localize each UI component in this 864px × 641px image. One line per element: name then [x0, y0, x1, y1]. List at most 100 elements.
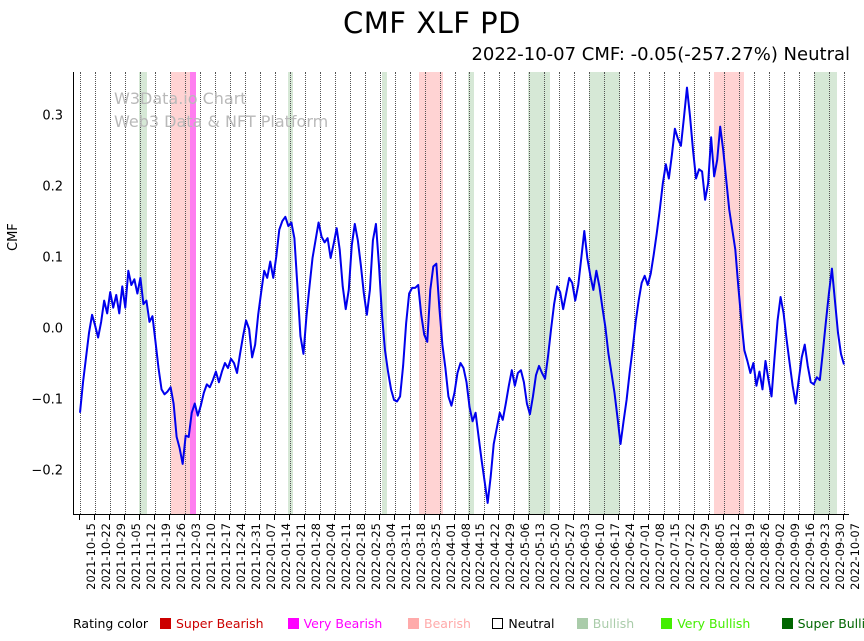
- legend-item-label: Bullish: [592, 616, 635, 631]
- gridline: [604, 72, 606, 514]
- x-tick-label: 2021-11-05: [128, 523, 143, 590]
- cmf-line: [79, 86, 845, 504]
- gridline: [94, 72, 96, 514]
- gridline: [784, 72, 786, 514]
- x-tick-label: 2022-06-17: [608, 523, 623, 590]
- watermark-line-1: W3Data.io Chart: [114, 89, 247, 108]
- legend-item-very-bullish[interactable]: Very Bullish: [661, 616, 750, 632]
- gridline: [439, 72, 441, 514]
- legend-swatch-icon: [661, 618, 673, 629]
- x-tick-label: 2022-01-28: [308, 523, 323, 590]
- x-tick-label: 2022-09-30: [833, 523, 848, 590]
- x-tick-label: 2022-02-11: [338, 523, 353, 590]
- y-tick-label: 0.1: [42, 250, 63, 266]
- gridline: [709, 72, 711, 514]
- legend-item-bullish[interactable]: Bullish: [576, 616, 635, 632]
- y-tick-label: 0.0: [42, 321, 63, 337]
- x-tick-label: 2022-03-04: [383, 523, 398, 590]
- x-tick-label: 2022-10-07: [848, 523, 862, 590]
- y-tick-label: −0.2: [31, 463, 63, 479]
- gridline: [769, 72, 771, 514]
- chart-subtitle: 2022-10-07 CMF: -0.05(-257.27%) Neutral: [471, 44, 850, 65]
- x-tick-label: 2022-02-04: [323, 523, 338, 590]
- gridline: [214, 72, 216, 514]
- gridline: [694, 72, 696, 514]
- legend-item-label: Super Bullish: [797, 616, 864, 631]
- x-axis: 2021-10-15 2021-10-22 2021-10-29 2021-11-05…: [73, 515, 864, 615]
- x-tick-label: 2022-01-14: [278, 523, 293, 590]
- gridline: [154, 72, 156, 514]
- x-tick-label: 2022-09-16: [803, 523, 818, 590]
- gridline: [334, 72, 336, 514]
- gridline: [289, 72, 291, 514]
- gridline: [319, 72, 321, 514]
- x-tick-mark: [828, 515, 830, 520]
- gridline: [619, 72, 621, 514]
- x-tick-mark: [603, 515, 605, 520]
- legend-swatch-icon: [492, 618, 504, 629]
- x-tick-label: 2022-08-19: [743, 523, 758, 590]
- legend-item-label: Bearish: [424, 616, 471, 631]
- x-tick-label: 2021-12-31: [248, 523, 263, 590]
- x-tick-mark: [363, 515, 365, 520]
- x-tick-mark: [288, 515, 290, 520]
- gridline: [799, 72, 801, 514]
- rating-band-bullish: [382, 72, 387, 514]
- x-tick-mark: [408, 515, 410, 520]
- legend-item-label: Super Bearish: [176, 616, 264, 631]
- legend-item-label: Neutral: [508, 616, 555, 631]
- gridline: [424, 72, 426, 514]
- legend-item-very-bearish[interactable]: Very Bearish: [287, 616, 382, 632]
- x-tick-mark: [378, 515, 380, 520]
- legend-item-super-bullish[interactable]: Super Bullish: [781, 616, 864, 632]
- y-tick-label: 0.2: [42, 179, 63, 195]
- x-tick-label: 2022-08-12: [728, 523, 743, 590]
- gridline: [274, 72, 276, 514]
- gridline: [844, 72, 845, 514]
- x-tick-mark: [423, 515, 425, 520]
- cmf-line-series: [79, 86, 845, 504]
- x-tick-mark: [528, 515, 530, 520]
- x-tick-mark: [153, 515, 155, 520]
- x-tick-mark: [243, 515, 245, 520]
- watermark-line-2: Web3 Data & NFT Platform: [114, 112, 329, 131]
- chart-title: CMF XLF PD: [343, 6, 521, 40]
- gridline: [724, 72, 726, 514]
- x-tick-label: 2021-10-29: [113, 523, 128, 590]
- gridline: [139, 72, 141, 514]
- x-tick-label: 2022-06-10: [593, 523, 608, 590]
- x-tick-mark: [663, 515, 665, 520]
- plot-area: [73, 72, 849, 515]
- gridline: [304, 72, 306, 514]
- x-tick-label: 2022-02-25: [368, 523, 383, 590]
- gridline: [529, 72, 531, 514]
- x-tick-mark: [108, 515, 110, 520]
- legend-swatch-icon: [287, 618, 299, 629]
- x-tick-label: 2022-01-07: [263, 523, 278, 590]
- x-tick-mark: [693, 515, 695, 520]
- legend-item-bearish[interactable]: Bearish: [408, 616, 471, 632]
- legend-item-neutral[interactable]: Neutral: [492, 616, 555, 632]
- x-tick-mark: [573, 515, 575, 520]
- legend-item-super-bearish[interactable]: Super Bearish: [160, 616, 264, 632]
- x-tick-label: 2021-11-26: [173, 523, 188, 590]
- x-tick-mark: [273, 515, 275, 520]
- x-tick-label: 2022-05-27: [563, 523, 578, 590]
- gridline: [754, 72, 756, 514]
- gridline: [664, 72, 666, 514]
- x-tick-label: 2021-12-10: [203, 523, 218, 590]
- x-tick-label: 2022-03-18: [413, 523, 428, 590]
- gridline: [814, 72, 816, 514]
- x-tick-mark: [753, 515, 755, 520]
- gridline: [124, 72, 126, 514]
- x-tick-mark: [633, 515, 635, 520]
- x-tick-label: 2022-06-03: [578, 523, 593, 590]
- x-tick-mark: [228, 515, 230, 520]
- x-tick-mark: [438, 515, 440, 520]
- x-tick-label: 2022-09-09: [788, 523, 803, 590]
- y-axis-label: CMF: [6, 223, 21, 251]
- gridline: [484, 72, 486, 514]
- x-tick-label: 2022-03-11: [398, 523, 413, 590]
- x-tick-label: 2022-07-01: [638, 523, 653, 590]
- x-tick-label: 2022-06-24: [623, 523, 638, 590]
